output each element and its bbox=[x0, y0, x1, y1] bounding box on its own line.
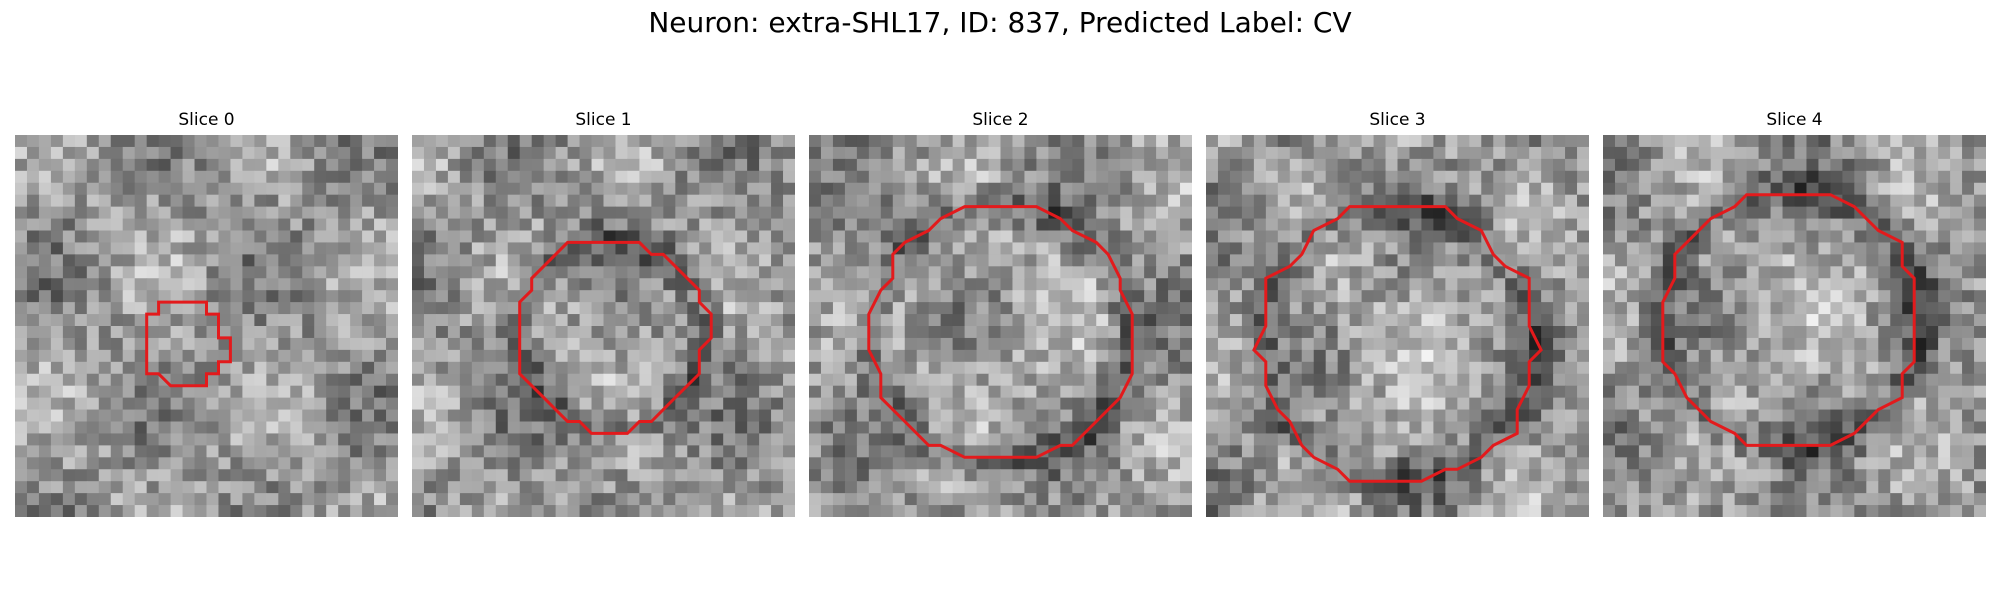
pixel-grid bbox=[412, 135, 795, 517]
slice-title: Slice 3 bbox=[1369, 110, 1426, 130]
segmentation-contour bbox=[145, 300, 232, 388]
pixel-grid bbox=[1206, 135, 1589, 517]
slice-image bbox=[809, 135, 1192, 517]
segmentation-contour bbox=[867, 205, 1134, 459]
pixel-grid bbox=[1603, 135, 1986, 517]
slice-image bbox=[1603, 135, 1986, 517]
pixel-grid bbox=[15, 135, 398, 517]
segmentation-contour bbox=[518, 240, 713, 435]
figure-title: Neuron: extra-SHL17, ID: 837, Predicted … bbox=[648, 6, 1352, 39]
slice-image bbox=[1206, 135, 1589, 517]
slice-image bbox=[15, 135, 398, 517]
segmentation-contour bbox=[1252, 205, 1543, 483]
slice-title: Slice 4 bbox=[1766, 110, 1823, 130]
pixel-grid bbox=[809, 135, 1192, 517]
segmentation-contour bbox=[1661, 193, 1916, 447]
slice-title: Slice 2 bbox=[972, 110, 1029, 130]
slice-image bbox=[412, 135, 795, 517]
slice-title: Slice 1 bbox=[575, 110, 632, 130]
slice-title: Slice 0 bbox=[178, 110, 235, 130]
